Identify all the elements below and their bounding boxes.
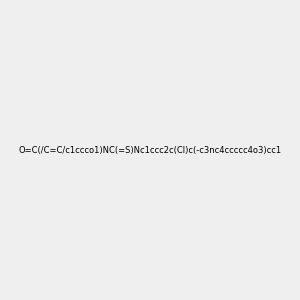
Text: O=C(/C=C/c1ccco1)NC(=S)Nc1ccc2c(Cl)c(-c3nc4ccccc4o3)cc1: O=C(/C=C/c1ccco1)NC(=S)Nc1ccc2c(Cl)c(-c3… (18, 146, 282, 154)
